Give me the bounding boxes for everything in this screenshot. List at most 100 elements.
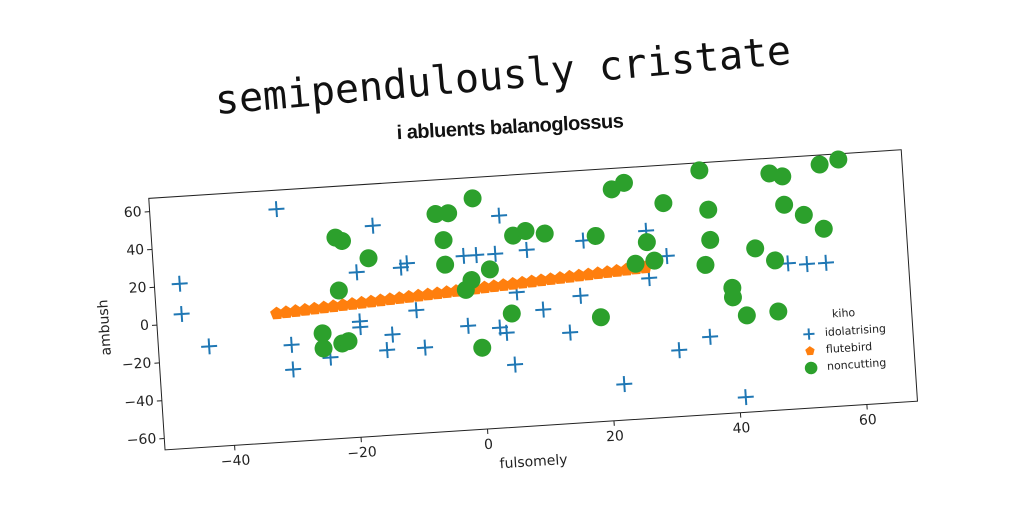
- point: [364, 217, 381, 234]
- point: [645, 251, 664, 270]
- point: [355, 295, 369, 309]
- point: [345, 297, 359, 311]
- point: [283, 336, 300, 353]
- chart-title: semipendulously cristate: [213, 28, 793, 124]
- y-tick-label: −40: [124, 393, 155, 411]
- point: [544, 272, 558, 286]
- point: [737, 389, 754, 406]
- point: [402, 290, 416, 303]
- point: [374, 293, 388, 307]
- point: [498, 324, 515, 341]
- x-tick-label: 40: [732, 420, 751, 437]
- y-tick-label: −60: [126, 431, 157, 449]
- point: [460, 317, 477, 334]
- point: [436, 255, 455, 274]
- legend-marker: [804, 361, 818, 375]
- point: [384, 326, 401, 343]
- point: [817, 254, 835, 271]
- point: [173, 305, 190, 323]
- point: [298, 303, 312, 316]
- point: [723, 288, 742, 307]
- point: [314, 339, 333, 358]
- point: [702, 328, 719, 345]
- point: [201, 338, 218, 355]
- point: [383, 292, 397, 306]
- point: [553, 271, 567, 285]
- y-tick-label: 20: [128, 280, 147, 297]
- point: [518, 241, 535, 258]
- point: [477, 280, 492, 294]
- point: [516, 221, 535, 240]
- point: [333, 231, 352, 250]
- point: [591, 266, 605, 280]
- point: [737, 306, 756, 325]
- point: [794, 205, 813, 224]
- point: [348, 264, 365, 281]
- point: [746, 239, 765, 258]
- point: [654, 194, 673, 213]
- x-tick-label: 20: [606, 428, 625, 445]
- point: [775, 195, 794, 214]
- plot-frame: [148, 149, 918, 451]
- point: [507, 356, 524, 373]
- point: [534, 273, 548, 287]
- y-tick-label: 60: [123, 204, 142, 221]
- point: [586, 226, 605, 245]
- point: [769, 302, 788, 321]
- point: [268, 201, 285, 218]
- point: [600, 265, 615, 279]
- point: [462, 271, 481, 290]
- point: [525, 274, 539, 288]
- point: [288, 304, 303, 318]
- point: [307, 301, 322, 315]
- point: [398, 255, 415, 272]
- x-tick-label: −40: [220, 452, 251, 470]
- point: [439, 204, 458, 223]
- point: [572, 287, 589, 304]
- point: [379, 342, 396, 359]
- point: [487, 279, 501, 293]
- y-axis-label: ambush: [95, 299, 115, 356]
- y-tick-label: −20: [121, 355, 152, 373]
- point: [313, 324, 332, 343]
- point: [329, 281, 348, 300]
- legend-title: kiho: [832, 306, 856, 320]
- plot-area: −40 −20 0 20 40 60 −60 −40 −20 0 20 40 60 fulsomely am…: [95, 149, 918, 472]
- point: [610, 264, 624, 277]
- point: [317, 300, 331, 314]
- point: [515, 275, 530, 289]
- point: [701, 230, 720, 249]
- point: [562, 324, 579, 341]
- legend-label: idolatrising: [824, 322, 886, 339]
- point: [430, 286, 444, 300]
- point: [463, 189, 482, 208]
- x-tick-label: 0: [484, 437, 494, 454]
- point: [279, 305, 293, 319]
- point: [562, 269, 577, 283]
- point: [626, 254, 645, 273]
- point: [699, 200, 718, 219]
- point: [814, 219, 833, 238]
- point: [359, 249, 378, 268]
- y-tick-label: 40: [126, 242, 145, 259]
- point: [440, 285, 454, 299]
- point: [491, 207, 508, 224]
- point: [798, 256, 816, 273]
- legend-marker: [803, 328, 815, 340]
- point: [487, 245, 504, 262]
- point: [392, 259, 409, 276]
- point: [411, 288, 426, 302]
- point: [690, 161, 709, 180]
- point: [773, 167, 792, 186]
- point: [364, 294, 378, 308]
- y-tick-label: 0: [140, 318, 150, 335]
- point: [581, 267, 596, 281]
- legend-label: noncutting: [827, 356, 887, 373]
- point: [285, 361, 302, 378]
- legend-marker: [805, 346, 815, 356]
- point: [408, 302, 425, 319]
- point: [496, 278, 511, 292]
- point: [336, 298, 350, 312]
